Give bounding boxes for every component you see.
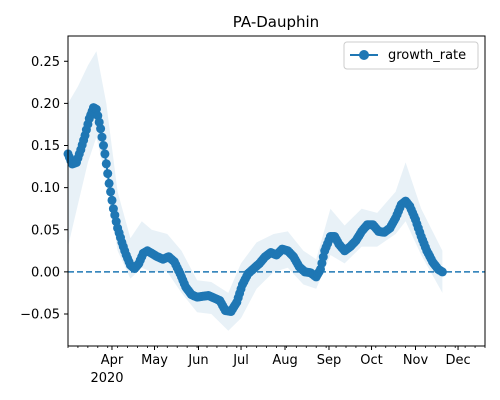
legend: growth_rate	[343, 41, 479, 70]
y-tick-label: 0.20	[31, 97, 60, 112]
x-tick-label: Jun	[187, 353, 208, 368]
series-point	[103, 169, 113, 179]
x-tick-label: Jul	[232, 353, 249, 368]
y-tick-label: −0.05	[20, 307, 60, 322]
confidence-band	[68, 51, 443, 331]
chart-title: PA-Dauphin	[233, 13, 319, 31]
x-tick-label: Nov	[403, 353, 429, 368]
x-tick-label: Dec	[445, 353, 470, 368]
legend-marker-swatch	[359, 50, 369, 60]
legend-label: growth_rate	[388, 48, 466, 63]
series-point	[97, 132, 107, 142]
series-point	[96, 124, 106, 134]
y-tick-label: 0.25	[31, 55, 60, 70]
x-tick-label: Oct	[360, 353, 382, 368]
x-year-label: 2020	[90, 371, 123, 386]
x-tick-label: Apr	[101, 353, 124, 368]
y-tick-label: 0.05	[31, 223, 60, 238]
x-tick-label: Aug	[272, 353, 297, 368]
series-point	[106, 187, 116, 197]
axes: −0.05 0.00 0.05 0.10 0.15 0.20 0.25 Apr May Jun Ju…	[20, 55, 486, 368]
x-tick-label: Sep	[317, 353, 342, 368]
y-tick-label: 0.00	[31, 265, 60, 280]
series-point	[107, 195, 117, 205]
y-tick-label: 0.15	[31, 139, 60, 154]
y-tick-label: 0.10	[31, 181, 60, 196]
series-point	[101, 159, 111, 169]
plot-area	[63, 51, 485, 331]
series-point	[99, 141, 108, 150]
legend-box	[343, 41, 479, 70]
series-point	[104, 178, 114, 188]
x-tick-label: May	[141, 353, 168, 368]
series-point	[100, 149, 110, 159]
plot-frame	[67, 35, 486, 347]
